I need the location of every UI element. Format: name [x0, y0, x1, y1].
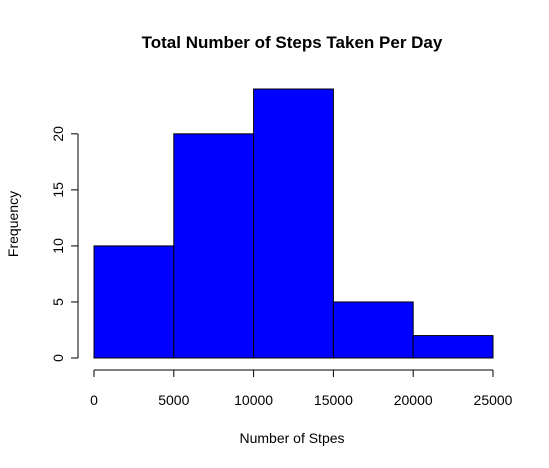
x-axis-label: Number of Stpes — [239, 430, 344, 446]
chart-title: Total Number of Steps Taken Per Day — [142, 33, 443, 52]
histogram-bar-1 — [173, 133, 255, 359]
y-tick-label-4: 20 — [50, 126, 66, 142]
x-tick-label-5: 25000 — [474, 392, 513, 408]
x-tick-label-3: 15000 — [314, 392, 353, 408]
x-tick-label-0: 0 — [90, 392, 98, 408]
x-axis: 0 5000 10000 15000 20000 25000 — [90, 369, 513, 408]
histogram-bar-4 — [412, 335, 494, 359]
x-tick-label-1: 5000 — [158, 392, 189, 408]
histogram-bar-0 — [93, 245, 175, 359]
bars-group — [93, 88, 494, 359]
y-tick-label-1: 5 — [50, 298, 66, 306]
x-tick-label-4: 20000 — [394, 392, 433, 408]
y-axis-label: Frequency — [5, 191, 21, 257]
histogram-bar-3 — [332, 301, 414, 359]
y-tick-label-3: 15 — [50, 182, 66, 198]
y-axis: 0 5 10 15 20 — [50, 126, 79, 362]
y-tick-label-0: 0 — [50, 354, 66, 362]
x-tick-label-2: 10000 — [234, 392, 273, 408]
histogram-bar-2 — [253, 88, 334, 359]
y-tick-label-2: 10 — [50, 238, 66, 254]
